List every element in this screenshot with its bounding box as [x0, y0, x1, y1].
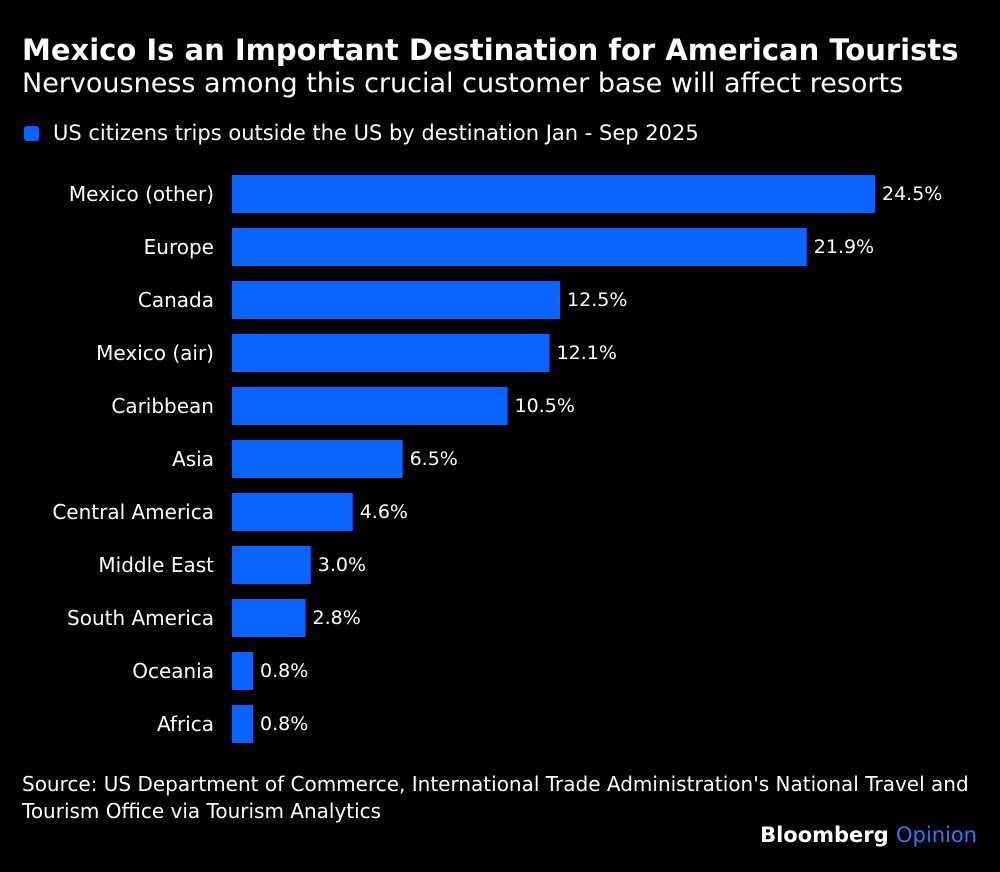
chart-subtitle: Nervousness among this crucial customer … [22, 68, 904, 99]
source-note: Source: US Department of Commerce, Inter… [22, 772, 969, 823]
value-label: 2.8% [312, 607, 360, 629]
value-label: 24.5% [882, 183, 942, 205]
chart-title: Mexico Is an Important Destination for A… [22, 33, 959, 67]
value-label: 6.5% [410, 448, 458, 470]
legend-swatch [24, 125, 39, 141]
bar [232, 387, 508, 425]
category-label: South America [67, 606, 214, 630]
category-label: Central America [52, 500, 214, 524]
bar [232, 652, 253, 690]
category-label: Middle East [98, 553, 214, 577]
value-label: 10.5% [515, 395, 575, 417]
category-label: Oceania [132, 659, 214, 683]
bar-chart: Mexico (other) 24.5% Europe 21.9% Canada 12.5… [52, 175, 942, 743]
bar [232, 228, 807, 266]
bar [232, 334, 550, 372]
category-label: Africa [157, 712, 214, 736]
value-label: 12.5% [567, 289, 627, 311]
bar [232, 493, 353, 531]
value-label: 0.8% [260, 713, 308, 735]
bar [232, 281, 561, 319]
bar [232, 546, 311, 584]
category-label: Asia [172, 447, 214, 471]
bar [232, 599, 306, 637]
legend-label: US citizens trips outside the US by dest… [53, 121, 699, 145]
value-label: 12.1% [557, 342, 617, 364]
category-label: Caribbean [111, 394, 214, 418]
category-label: Mexico (other) [69, 182, 214, 206]
brand-sub: Opinion [896, 823, 977, 847]
brand-logo: Bloomberg Opinion [760, 823, 977, 847]
bar [232, 705, 253, 743]
value-label: 0.8% [260, 660, 308, 682]
category-label: Canada [138, 288, 214, 312]
legend: US citizens trips outside the US by dest… [24, 118, 699, 148]
bar [232, 440, 403, 478]
value-label: 3.0% [318, 554, 366, 576]
bar [232, 175, 875, 213]
value-label: 4.6% [360, 501, 408, 523]
brand-main: Bloomberg [760, 823, 889, 847]
category-label: Mexico (air) [96, 341, 214, 365]
category-label: Europe [144, 235, 214, 259]
value-label: 21.9% [814, 236, 874, 258]
